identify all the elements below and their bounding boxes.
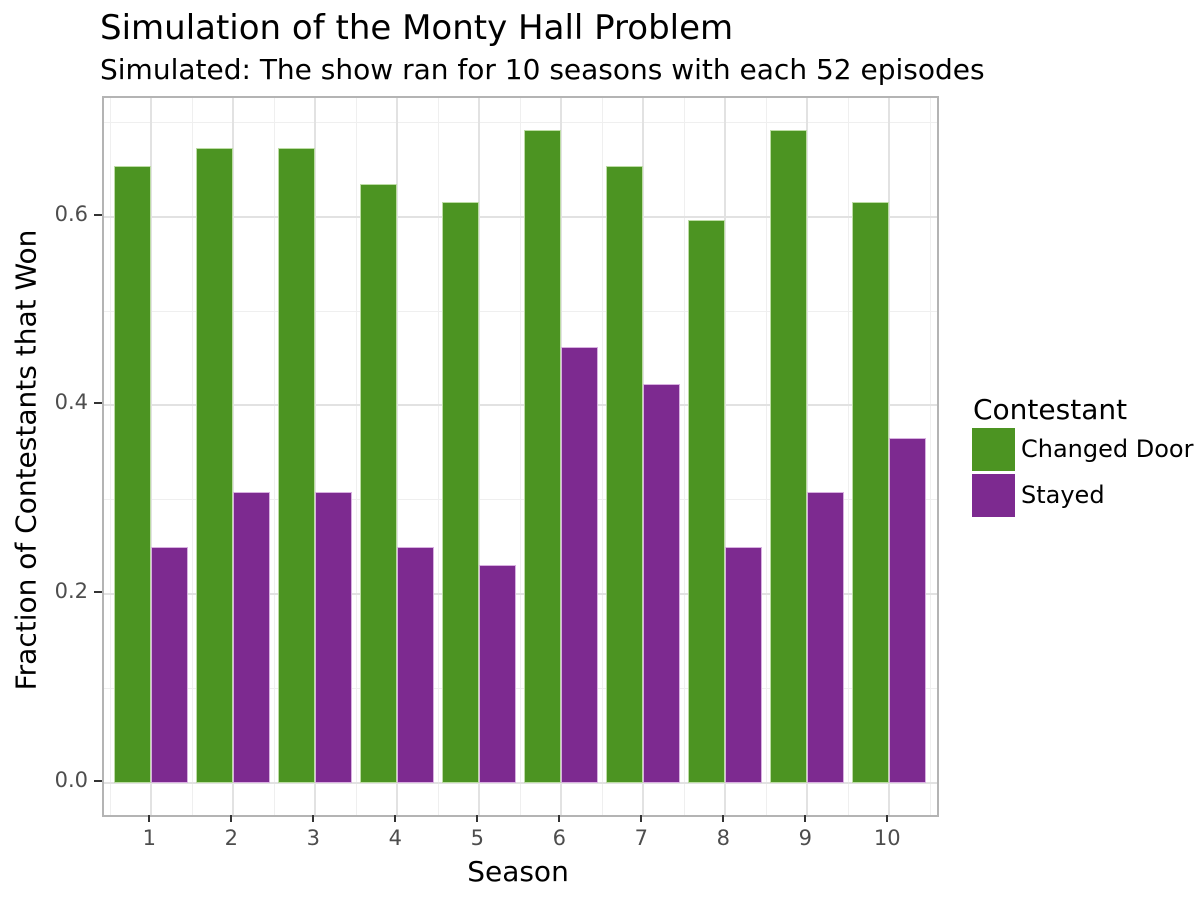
plot-panel	[102, 96, 939, 817]
gridline-major-v	[478, 98, 481, 815]
gridline-major-v	[232, 98, 235, 815]
x-tick-label: 5	[470, 826, 484, 850]
y-axis-title: Fraction of Contestants that Won	[9, 229, 43, 691]
y-tick	[94, 213, 102, 216]
gridline-major-v	[396, 98, 399, 815]
gridline-minor-v	[765, 98, 767, 815]
bar-changed-door-season-2	[196, 148, 234, 783]
gridline-minor-v	[273, 98, 275, 815]
bar-stayed-season-4	[397, 547, 435, 783]
legend-swatch-stayed	[972, 474, 1015, 517]
gridline-minor-v	[683, 98, 685, 815]
x-tick-label: 6	[552, 826, 566, 850]
x-axis-title: Season	[467, 855, 569, 888]
bar-stayed-season-6	[561, 347, 599, 783]
legend-swatch-changed-door	[972, 428, 1015, 471]
legend-label-changed-door: Changed Door	[1021, 435, 1194, 463]
gridline-major-v	[150, 98, 153, 815]
y-tick	[94, 591, 102, 594]
bar-changed-door-season-8	[688, 220, 726, 783]
bar-stayed-season-5	[479, 565, 517, 783]
bar-changed-door-season-3	[278, 148, 316, 783]
chart-title: Simulation of the Monty Hall Problem	[100, 8, 734, 48]
y-tick-label: 0.6	[54, 201, 88, 226]
bar-stayed-season-2	[233, 492, 271, 783]
bar-stayed-season-1	[151, 547, 189, 783]
chart-subtitle: Simulated: The show ran for 10 seasons w…	[100, 53, 985, 86]
legend-title: Contestant	[973, 393, 1128, 426]
bar-changed-door-season-10	[852, 202, 890, 783]
bar-changed-door-season-9	[770, 130, 808, 783]
x-tick-label: 7	[634, 826, 648, 850]
gridline-major-h	[104, 782, 937, 784]
bar-changed-door-season-6	[524, 130, 562, 783]
gridline-minor-v	[191, 98, 193, 815]
bar-stayed-season-7	[643, 384, 681, 783]
gridline-minor-v	[355, 98, 357, 815]
bar-changed-door-season-4	[360, 184, 398, 783]
gridline-minor-v	[519, 98, 521, 815]
x-tick-label: 4	[388, 826, 402, 850]
gridline-minor-v	[437, 98, 439, 815]
x-tick-label: 2	[224, 826, 238, 850]
bar-stayed-season-3	[315, 492, 353, 783]
x-tick-label: 8	[716, 826, 730, 850]
bar-stayed-season-10	[889, 438, 927, 783]
legend-label-stayed: Stayed	[1021, 481, 1105, 509]
gridline-minor-v	[109, 98, 111, 815]
gridline-major-h	[104, 593, 937, 596]
x-tick-label: 1	[142, 826, 156, 850]
gridline-minor-v	[601, 98, 603, 815]
y-tick	[94, 402, 102, 405]
bar-stayed-season-8	[725, 547, 763, 783]
gridline-major-h	[104, 404, 937, 407]
y-tick-label: 0.0	[54, 768, 88, 792]
x-tick-label: 10	[873, 826, 901, 850]
y-tick	[94, 780, 102, 782]
gridline-minor-v	[847, 98, 849, 815]
bar-changed-door-season-5	[442, 202, 480, 783]
bar-changed-door-season-1	[114, 166, 152, 783]
gridline-major-v	[314, 98, 317, 815]
gridline-major-v	[806, 98, 809, 815]
gridline-minor-v	[929, 98, 931, 815]
x-tick-label: 3	[306, 826, 320, 850]
bar-stayed-season-9	[807, 492, 845, 783]
gridline-major-h	[104, 215, 937, 218]
bar-changed-door-season-7	[606, 166, 644, 783]
gridline-major-v	[724, 98, 727, 815]
x-tick-label: 9	[798, 826, 812, 850]
